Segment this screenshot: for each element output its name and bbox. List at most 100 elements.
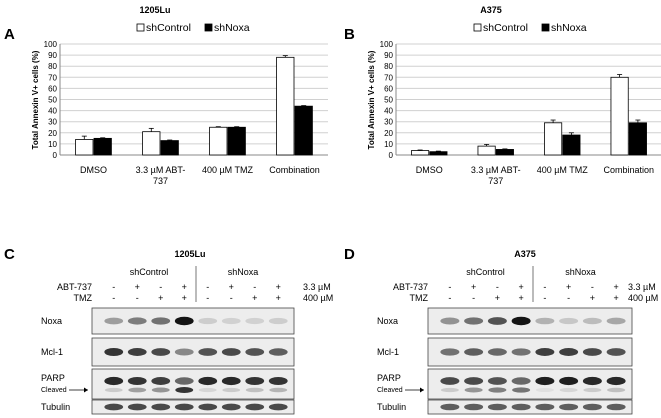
blot-band-cleaved <box>440 387 459 393</box>
blot-band <box>221 317 241 325</box>
chart-b-title: A375 <box>480 5 502 15</box>
panel-label-b: B <box>344 26 355 43</box>
blot-band <box>535 348 555 356</box>
group-label: shNoxa <box>565 267 596 277</box>
blot-band <box>221 348 241 356</box>
treatment-dose: 400 µM <box>628 293 658 303</box>
blot-band <box>511 316 531 326</box>
y-tick-label: 10 <box>48 140 57 149</box>
treatment-sign: - <box>159 282 162 292</box>
group-label: shNoxa <box>228 267 259 277</box>
blot-band <box>582 403 602 411</box>
blot-band <box>464 403 484 411</box>
bar-shcontrol-2 <box>209 126 228 156</box>
chart-a: 0 10 20 30 40 50 60 70 80 90 100 DMSO 3.3 µM ABT-737… <box>44 22 328 186</box>
treatment-sign: + <box>495 293 500 303</box>
group-label: shControl <box>130 267 169 277</box>
legend-label-shcontrol: shControl <box>146 22 191 34</box>
blot-band-cleaved <box>245 387 264 393</box>
y-tick-label: 20 <box>48 129 57 138</box>
blot-band <box>606 317 626 325</box>
blot-band <box>127 317 147 325</box>
blot-band <box>559 317 579 325</box>
blot-strip-parp <box>427 368 633 400</box>
blot-band <box>151 317 171 325</box>
bar-shnoxa-0 <box>429 151 448 156</box>
blot-band <box>582 376 602 386</box>
blot-c-title: 1205Lu <box>174 249 205 259</box>
treatment-sign: - <box>543 293 546 303</box>
y-tick-label: 60 <box>48 84 57 93</box>
blot-row-label: PARP <box>41 373 65 383</box>
treatment-sign: - <box>543 282 546 292</box>
blot-band <box>268 403 288 411</box>
blot-band <box>198 317 218 325</box>
y-tick-label: 0 <box>53 151 58 160</box>
treatment-sign: + <box>158 293 163 303</box>
treatment-sign: + <box>518 293 523 303</box>
blot-band <box>174 348 194 356</box>
blot-band <box>440 317 460 325</box>
blot-band <box>245 403 265 411</box>
chart-a-title: 1205Lu <box>139 5 170 15</box>
blot-band-cleaved <box>151 387 170 393</box>
treatment-sign: + <box>471 282 476 292</box>
y-tick-label: 100 <box>380 40 394 49</box>
treatment-sign: - <box>206 293 209 303</box>
blot-band <box>174 316 194 326</box>
blot-band <box>464 377 484 385</box>
x-category-label: 400 µM TMZ <box>202 165 254 175</box>
treatment-label: ABT-737 <box>393 282 428 292</box>
blot-band <box>464 348 484 356</box>
blot-band <box>487 403 507 411</box>
y-tick-label: 40 <box>384 107 393 116</box>
blot-band <box>198 376 218 386</box>
legend-label-shcontrol: shControl <box>483 22 528 34</box>
x-category-label: DMSO <box>416 165 443 175</box>
y-tick-label: 80 <box>384 62 393 71</box>
treatment-sign: + <box>276 293 281 303</box>
treatment-dose: 400 µM <box>303 293 333 303</box>
blot-band <box>174 377 194 385</box>
panel-label-c: C <box>4 246 15 263</box>
treatment-label: ABT-737 <box>57 282 92 292</box>
y-tick-label: 70 <box>48 73 57 82</box>
blot-band-cleaved <box>607 387 626 393</box>
blot-band-cleaved <box>269 387 288 393</box>
y-tick-label: 50 <box>48 96 57 105</box>
y-tick-label: 50 <box>384 96 393 105</box>
blot-row-sublabel: Cleaved <box>377 387 403 394</box>
treatment-sign: + <box>613 293 618 303</box>
blot-band <box>104 376 124 386</box>
legend-label-shnoxa: shNoxa <box>214 22 250 34</box>
chart-b: 0 10 20 30 40 50 60 70 80 90 100 DMSO 3.3 µM ABT-737… <box>380 22 661 186</box>
blot-band <box>268 317 288 325</box>
treatment-sign: - <box>496 282 499 292</box>
blot-band <box>582 348 602 356</box>
blot-row-sublabel: Cleaved <box>41 387 67 394</box>
legend-swatch-shcontrol <box>136 23 145 32</box>
blot-band <box>104 347 124 357</box>
bar-shnoxa-3 <box>628 122 647 156</box>
bar-shcontrol-1 <box>142 131 161 156</box>
blot-strip-parp <box>91 368 295 400</box>
bar-shnoxa-0 <box>93 137 112 156</box>
bar-shcontrol-0 <box>75 139 94 156</box>
bar-shnoxa-1 <box>495 149 514 156</box>
bar-shnoxa-2 <box>227 126 246 156</box>
blot-row-label: PARP <box>377 373 401 383</box>
blot-band-cleaved <box>128 387 147 393</box>
blot-band <box>151 377 171 385</box>
blot-d-title: A375 <box>514 249 536 259</box>
blot-band <box>464 317 484 325</box>
blot-row-label: Tubulin <box>377 402 406 412</box>
bar-shcontrol-3 <box>610 76 629 156</box>
blot-band <box>606 348 626 356</box>
y-tick-label: 20 <box>384 129 393 138</box>
blot-band <box>127 403 147 411</box>
treatment-sign: + <box>229 282 234 292</box>
y-tick-label: 90 <box>48 51 57 60</box>
treatment-sign: + <box>276 282 281 292</box>
